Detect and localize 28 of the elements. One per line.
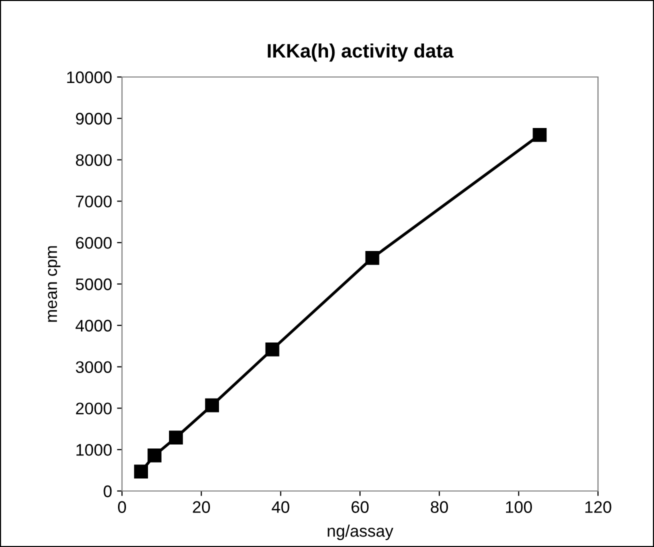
- point: [365, 250, 380, 265]
- x-tick-label: 20: [192, 501, 210, 513]
- x-tick-label: 60: [352, 501, 369, 513]
- y-tick-label: 4000: [76, 320, 112, 332]
- y-tick-label: 6000: [76, 237, 112, 249]
- x-axis-title: ng/assay: [328, 524, 394, 540]
- y-tick-label: 2000: [76, 402, 112, 414]
- point: [134, 464, 148, 478]
- y-tick-label: 5000: [76, 278, 112, 290]
- x-tick-label: 100: [506, 501, 532, 513]
- x-tick-label: 120: [585, 501, 612, 513]
- y-tick-label: 8000: [76, 154, 112, 166]
- y-tick-label: 0: [104, 485, 112, 498]
- chart-title: IKKa(h) activity data: [268, 43, 454, 62]
- x-tick-label: 40: [272, 501, 290, 513]
- point: [148, 448, 162, 462]
- y-tick-label: 7000: [76, 196, 112, 208]
- point: [265, 342, 280, 356]
- y-tick-label: 1000: [76, 444, 112, 456]
- x-tick-label: 0: [118, 501, 126, 513]
- y-tick-label: 10000: [67, 71, 112, 84]
- x-tick-label: 80: [430, 501, 448, 513]
- y-tick-label: 3000: [76, 361, 112, 374]
- point: [169, 430, 183, 445]
- point: [205, 398, 219, 412]
- point: [532, 128, 547, 142]
- y-tick-label: 9000: [76, 112, 112, 125]
- y-axis-title: mean cpm: [48, 246, 60, 322]
